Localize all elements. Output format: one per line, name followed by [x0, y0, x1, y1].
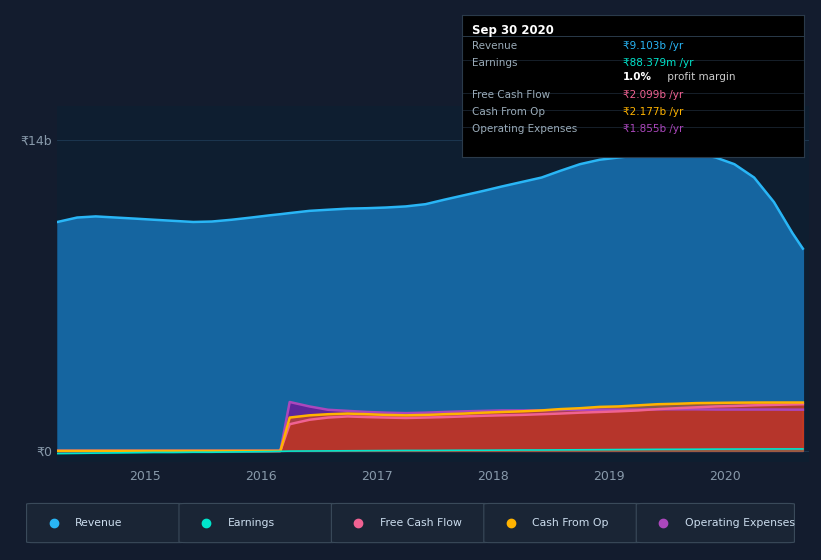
Text: Earnings: Earnings	[227, 518, 275, 528]
FancyBboxPatch shape	[179, 503, 337, 543]
Text: Cash From Op: Cash From Op	[533, 518, 609, 528]
Text: ₹9.103b /yr: ₹9.103b /yr	[623, 40, 683, 50]
Text: Operating Expenses: Operating Expenses	[472, 124, 577, 134]
FancyBboxPatch shape	[636, 503, 795, 543]
Text: ₹2.177b /yr: ₹2.177b /yr	[623, 108, 683, 117]
Text: Earnings: Earnings	[472, 58, 518, 68]
Text: ₹1.855b /yr: ₹1.855b /yr	[623, 124, 683, 134]
FancyBboxPatch shape	[332, 503, 489, 543]
Text: Revenue: Revenue	[472, 40, 517, 50]
Text: Revenue: Revenue	[76, 518, 122, 528]
Text: Sep 30 2020: Sep 30 2020	[472, 24, 554, 36]
Text: Free Cash Flow: Free Cash Flow	[472, 90, 550, 100]
Text: ₹88.379m /yr: ₹88.379m /yr	[623, 58, 693, 68]
Text: Operating Expenses: Operating Expenses	[685, 518, 795, 528]
FancyBboxPatch shape	[484, 503, 642, 543]
Text: Free Cash Flow: Free Cash Flow	[380, 518, 462, 528]
Text: 1.0%: 1.0%	[623, 72, 652, 82]
Text: Cash From Op: Cash From Op	[472, 108, 545, 117]
Text: profit margin: profit margin	[664, 72, 736, 82]
Text: ₹2.099b /yr: ₹2.099b /yr	[623, 90, 683, 100]
FancyBboxPatch shape	[26, 503, 185, 543]
